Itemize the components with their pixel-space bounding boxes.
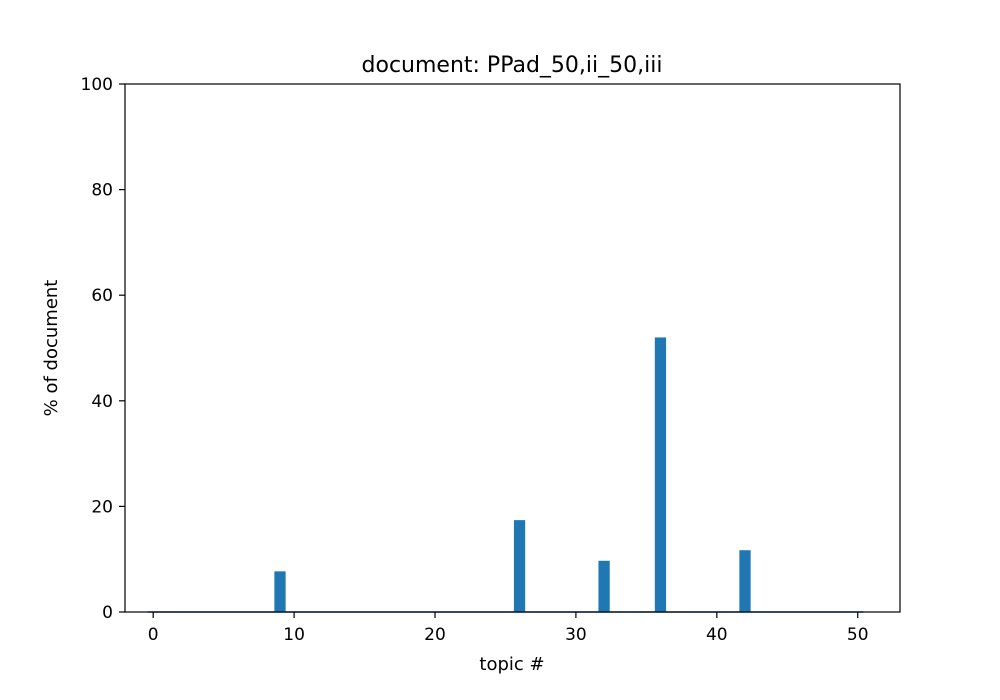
y-tick-label: 40 <box>91 392 113 412</box>
y-axis-ticks: 0 20 40 60 80 100 <box>81 75 125 623</box>
y-tick-label: 0 <box>102 603 113 623</box>
bar-topic-42 <box>739 550 751 612</box>
y-axis-label: % of document <box>41 280 62 417</box>
x-tick-label: 50 <box>847 625 869 645</box>
x-tick-label: 20 <box>424 625 446 645</box>
x-tick-label: 10 <box>283 625 305 645</box>
bar-topic-26 <box>513 520 526 612</box>
y-tick-label: 20 <box>91 497 113 517</box>
bars-group <box>147 337 864 613</box>
x-tick-label: 30 <box>565 625 587 645</box>
plot-area: 0 10 20 30 40 50 0 20 40 60 80 100 <box>81 75 901 645</box>
bar-topic-9 <box>274 571 286 612</box>
chart-title: document: PPad_50,ii_50,iii <box>362 53 663 78</box>
bar-topic-36 <box>654 337 667 612</box>
plot-frame <box>124 83 901 613</box>
bar-topic-32 <box>598 560 610 612</box>
y-tick-label: 80 <box>91 181 113 201</box>
x-tick-label: 40 <box>706 625 728 645</box>
x-axis-label: topic # <box>479 654 544 675</box>
x-tick-label: 0 <box>148 625 159 645</box>
x-axis-ticks: 0 10 20 30 40 50 <box>148 612 869 645</box>
y-tick-label: 100 <box>81 75 113 95</box>
y-tick-label: 60 <box>91 286 113 306</box>
